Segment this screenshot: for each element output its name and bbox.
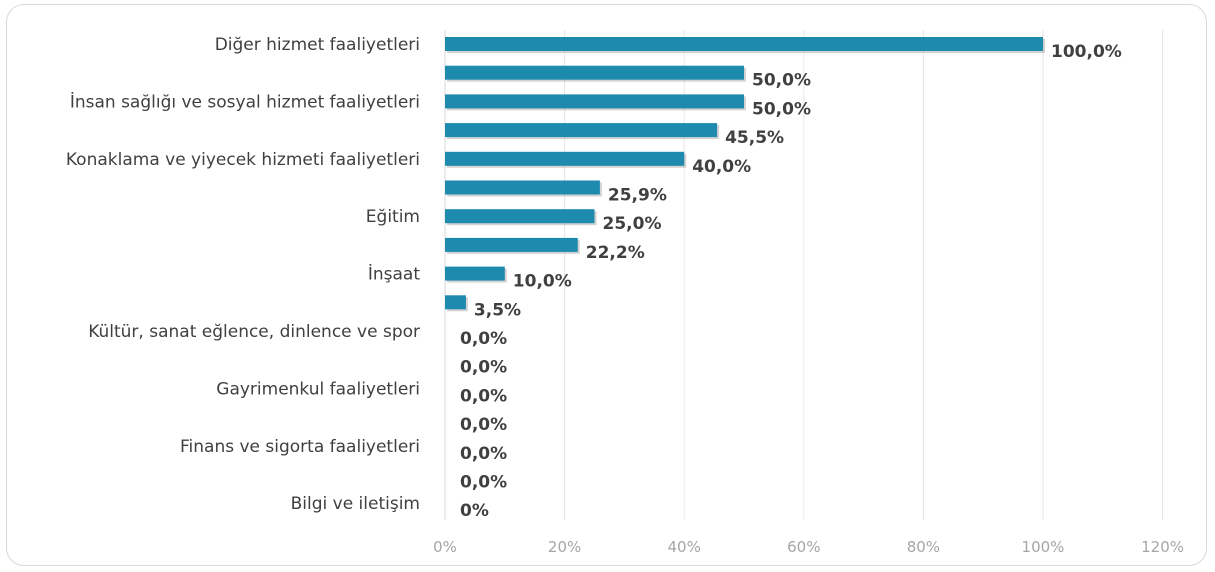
x-tick-label: 100% bbox=[1022, 538, 1065, 556]
x-tick-label: 40% bbox=[668, 538, 701, 556]
category-label: İnşaat bbox=[368, 264, 420, 285]
category-label: Finans ve sigorta faaliyetleri bbox=[180, 437, 420, 457]
x-tick-label: 0% bbox=[433, 538, 457, 556]
data-label: 22,2% bbox=[586, 243, 645, 263]
category-label: İnsan sağlığı ve sosyal hizmet faaliyetl… bbox=[70, 91, 420, 112]
data-label: 0,0% bbox=[460, 358, 507, 378]
x-tick-label: 80% bbox=[907, 538, 940, 556]
data-label: 10,0% bbox=[513, 272, 572, 292]
bar bbox=[445, 295, 466, 310]
data-label: 0,0% bbox=[460, 444, 507, 464]
data-label: 25,0% bbox=[603, 214, 662, 234]
bar-layer bbox=[445, 37, 1045, 312]
data-label: 25,9% bbox=[608, 186, 667, 206]
x-tick-label: 20% bbox=[548, 538, 581, 556]
bar bbox=[445, 37, 1043, 51]
grid-layer bbox=[444, 30, 1164, 520]
data-label: 45,5% bbox=[725, 128, 784, 148]
category-label: Konaklama ve yiyecek hizmeti faaliyetler… bbox=[66, 150, 420, 170]
category-label: Kültür, sanat eğlence, dinlence ve spor bbox=[88, 322, 420, 342]
label-layer: 0% 20% 40% 60% 80% 100% 120% 100,0% Diğer hizmet… bbox=[66, 35, 1184, 556]
category-label: Bilgi ve iletişim bbox=[291, 494, 420, 514]
x-tick-label: 60% bbox=[787, 538, 820, 556]
data-label: 0% bbox=[460, 501, 489, 521]
category-label: Eğitim bbox=[366, 207, 420, 227]
bar bbox=[445, 123, 718, 138]
data-label: 50,0% bbox=[752, 71, 811, 91]
x-tick-label: 120% bbox=[1141, 538, 1184, 556]
data-label: 50,0% bbox=[752, 99, 811, 119]
bar bbox=[445, 266, 505, 281]
data-label: 0,0% bbox=[460, 386, 507, 406]
bar bbox=[445, 237, 578, 252]
bar bbox=[445, 94, 744, 109]
data-label: 100,0% bbox=[1051, 42, 1122, 62]
bar bbox=[445, 65, 744, 80]
data-label: 0,0% bbox=[460, 473, 507, 493]
category-label: Diğer hizmet faaliyetleri bbox=[215, 35, 420, 55]
category-label: Gayrimenkul faaliyetleri bbox=[216, 379, 420, 399]
data-label: 0,0% bbox=[460, 329, 507, 349]
data-label: 3,5% bbox=[474, 300, 521, 320]
bar bbox=[445, 209, 595, 224]
bar bbox=[445, 151, 685, 166]
data-label: 40,0% bbox=[692, 157, 751, 177]
data-label: 0,0% bbox=[460, 415, 507, 435]
bar bbox=[445, 180, 600, 195]
